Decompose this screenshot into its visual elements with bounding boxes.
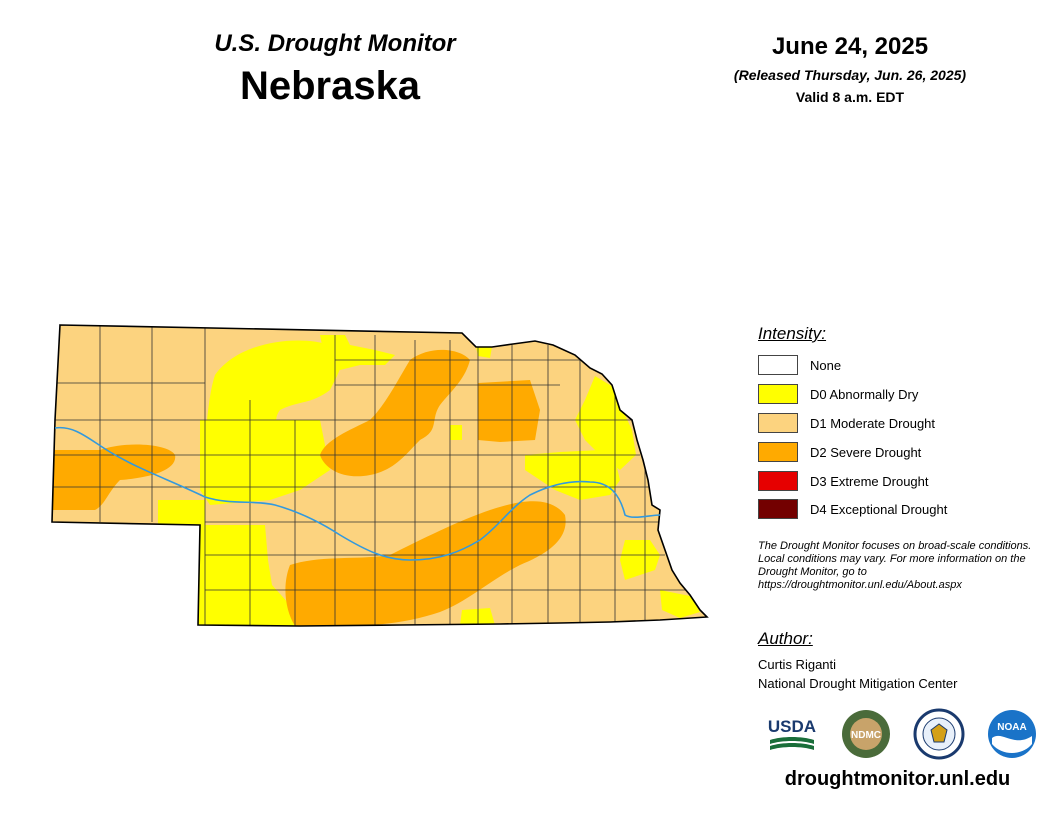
noaa-logo[interactable]: NOAA (986, 708, 1038, 760)
legend-label: D2 Severe Drought (810, 445, 922, 460)
doc-seal-logo[interactable] (913, 708, 965, 760)
d0-area-north-spot (476, 347, 492, 358)
d0-area-southwest (198, 525, 300, 626)
legend-label: None (810, 358, 842, 373)
legend-swatch (758, 413, 798, 433)
map-title: U.S. Drought Monitor (214, 30, 456, 57)
legend-swatch (758, 499, 798, 519)
site-url[interactable]: droughtmonitor.unl.edu (784, 768, 1011, 790)
map-date: June 24, 2025 (771, 33, 929, 60)
d2-area-central-spot (424, 399, 439, 411)
legend-label: D1 Moderate Drought (810, 416, 936, 431)
d0-area-far-southeast (660, 590, 700, 618)
legend-label: D0 Abnormally Dry (810, 387, 919, 402)
state-name: Nebraska (239, 64, 421, 108)
d0-area-northeast (575, 376, 636, 470)
usda-logo-text: USDA (768, 717, 816, 736)
noaa-logo-text: NOAA (997, 722, 1026, 733)
author-name: Curtis Riganti (758, 657, 837, 672)
author-organization: National Drought Mitigation Center (758, 676, 958, 691)
disclaimer-text: The Drought Monitor focuses on broad-sca… (758, 540, 1032, 591)
ndmc-logo-text: NDMC (851, 730, 881, 741)
d0-area-west-central (200, 420, 330, 505)
author-heading: Author: (758, 629, 813, 648)
legend-swatch (758, 384, 798, 404)
ndmc-logo[interactable]: NDMC (840, 708, 892, 760)
legend-swatch (758, 442, 798, 462)
drought-areas (52, 335, 700, 626)
legend-swatch (758, 355, 798, 375)
d0-area-panhandle-south (158, 500, 205, 525)
d2-area-north-central-arc (320, 349, 470, 477)
county-lines (52, 325, 690, 626)
d2-area-south-band (285, 501, 566, 626)
nebraska-border (51, 324, 709, 627)
legend-swatch (758, 471, 798, 491)
d0-area-southeast (620, 540, 660, 580)
usda-logo[interactable]: USDA (766, 708, 818, 760)
d2-area-panhandle (52, 444, 176, 510)
legend-label: D3 Extreme Drought (810, 474, 929, 489)
d2-area-north-block (478, 380, 540, 442)
d0-area-east-central (525, 450, 620, 500)
d0-area-south-border (460, 608, 495, 625)
release-date: (Released Thursday, Jun. 26, 2025) (733, 67, 967, 83)
valid-time: Valid 8 a.m. EDT (795, 89, 905, 105)
platte-river (54, 426, 661, 561)
legend-label: D4 Exceptional Drought (810, 502, 948, 517)
d0-area-central-spot (450, 425, 462, 440)
legend-heading: Intensity: (758, 324, 827, 343)
d0-area-north-central (320, 335, 395, 370)
